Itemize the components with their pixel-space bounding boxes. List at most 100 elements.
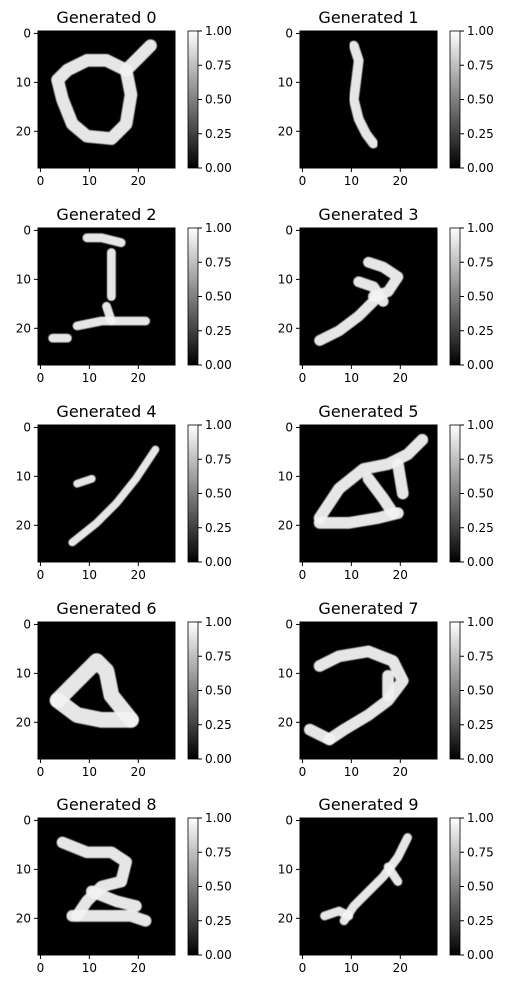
colorbar-tick-label: 0.75 [205, 255, 232, 269]
colorbar-tick-label: 0.50 [467, 290, 494, 304]
colorbar-tick-label: 0.25 [467, 127, 494, 141]
colorbar-tick-label: 1.00 [205, 418, 232, 432]
digit-stroke [313, 433, 429, 524]
y-tick-label: 20 [16, 518, 31, 532]
y-tick-label: 0 [285, 420, 293, 434]
colorbar [449, 621, 461, 760]
colorbar-tick-label: 0.00 [467, 948, 494, 962]
axes-frame [37, 817, 176, 956]
colorbar-tick-label: 0.50 [205, 290, 232, 304]
colorbar-tick-label: 0.75 [205, 58, 232, 72]
colorbar [187, 227, 199, 366]
x-tick-label: 10 [344, 371, 359, 385]
digit-stroke [49, 653, 139, 728]
subplot-title: Generated 5 [318, 402, 418, 421]
digit-stroke [73, 474, 96, 488]
subplot-title: Generated 7 [318, 599, 418, 618]
generated-digit [320, 833, 413, 926]
digit-stroke [320, 906, 354, 921]
generated-digit [48, 233, 151, 343]
subplot-8: Generated 8 0 10 20 0 10 20 0.00 0.25 0.50 0.75 1.0… [16, 795, 232, 975]
x-tick-label: 10 [82, 371, 97, 385]
y-tick-label: 10 [16, 75, 31, 89]
colorbar-tick-label: 0.25 [467, 521, 494, 535]
x-tick-label: 20 [131, 961, 146, 975]
colorbar-tick-label: 0.50 [467, 93, 494, 107]
subplot-4: Generated 4 0 10 20 0 10 20 0.00 0.25 0.50 0.75 1.0… [16, 402, 232, 582]
y-tick-label: 0 [23, 420, 31, 434]
digit-stroke [383, 862, 403, 886]
colorbar-tick-label: 0.75 [205, 845, 232, 859]
y-tick-label: 10 [16, 666, 31, 680]
colorbar [449, 424, 461, 563]
colorbar-tick-label: 0.25 [205, 521, 232, 535]
y-tick-label: 20 [16, 715, 31, 729]
x-tick-label: 0 [299, 961, 307, 975]
image-area [38, 228, 175, 365]
x-tick-label: 0 [299, 765, 307, 779]
x-tick-label: 0 [37, 568, 45, 582]
y-tick-label: 0 [285, 813, 293, 827]
generated-digit [314, 256, 404, 346]
colorbar-tick-label: 0.50 [205, 487, 232, 501]
x-tick-label: 10 [344, 174, 359, 188]
subplot-7: Generated 7 0 10 20 0 10 20 0.00 0.25 0.50 0.75 1.0… [278, 599, 494, 779]
generated-digit [51, 39, 157, 145]
digit-stroke [82, 233, 126, 248]
colorbar-tick-label: 0.00 [467, 555, 494, 569]
digit-stroke [313, 645, 409, 746]
generated-digit [49, 653, 139, 728]
axes-frame [37, 30, 176, 169]
y-tick-label: 0 [23, 813, 31, 827]
axes-frame [299, 424, 438, 563]
colorbar-tick-label: 0.00 [467, 358, 494, 372]
x-tick-label: 10 [344, 765, 359, 779]
digit-stroke [348, 40, 379, 149]
axes-frame [299, 817, 438, 956]
y-tick-label: 20 [278, 715, 293, 729]
y-tick-label: 20 [16, 911, 31, 925]
generated-digit [68, 445, 160, 547]
colorbar-tick-label: 0.00 [205, 161, 232, 175]
x-tick-label: 20 [393, 174, 408, 188]
y-tick-label: 20 [278, 518, 293, 532]
y-tick-label: 10 [278, 272, 293, 286]
colorbar-tick-label: 0.25 [205, 127, 232, 141]
colorbar-tick-label: 0.00 [205, 948, 232, 962]
axes-frame [37, 424, 176, 563]
colorbar-tick-label: 0.75 [467, 255, 494, 269]
x-tick-label: 0 [37, 371, 45, 385]
subplot-1: Generated 1 0 10 20 0 10 20 0.00 0.25 0.50 0.75 1.0… [278, 8, 494, 188]
y-tick-label: 10 [278, 469, 293, 483]
y-tick-label: 0 [285, 617, 293, 631]
digit-stroke [102, 301, 116, 326]
x-tick-label: 0 [299, 174, 307, 188]
colorbar-tick-label: 0.50 [205, 93, 232, 107]
y-tick-label: 0 [285, 223, 293, 237]
colorbar-tick-label: 0.25 [205, 718, 232, 732]
colorbar-tick-label: 0.00 [205, 358, 232, 372]
colorbar-tick-label: 0.00 [205, 555, 232, 569]
colorbar-tick-label: 1.00 [205, 221, 232, 235]
y-tick-label: 10 [16, 469, 31, 483]
subplot-title: Generated 8 [56, 795, 156, 814]
digit-stroke [392, 458, 409, 500]
colorbar-tick-label: 0.50 [467, 487, 494, 501]
generated-digit [313, 433, 429, 529]
colorbar-tick-label: 1.00 [467, 811, 494, 825]
subplot-0: Generated 0 0 10 20 0 10 20 0.00 0.25 0.50 0.75 1.0… [16, 8, 232, 188]
colorbar-tick-label: 0.25 [205, 324, 232, 338]
x-tick-label: 0 [37, 174, 45, 188]
x-tick-label: 10 [82, 765, 97, 779]
subplot-5: Generated 5 0 10 20 0 10 20 0.00 0.25 0.50 0.75 1.0… [278, 402, 494, 582]
x-tick-label: 10 [82, 568, 97, 582]
colorbar-tick-label: 1.00 [467, 221, 494, 235]
x-tick-label: 0 [37, 765, 45, 779]
colorbar [449, 817, 461, 956]
colorbar-tick-label: 0.75 [467, 649, 494, 663]
x-tick-label: 0 [299, 371, 307, 385]
y-tick-label: 10 [278, 666, 293, 680]
colorbar-tick-label: 0.00 [205, 752, 232, 766]
digit-stroke [303, 723, 336, 746]
